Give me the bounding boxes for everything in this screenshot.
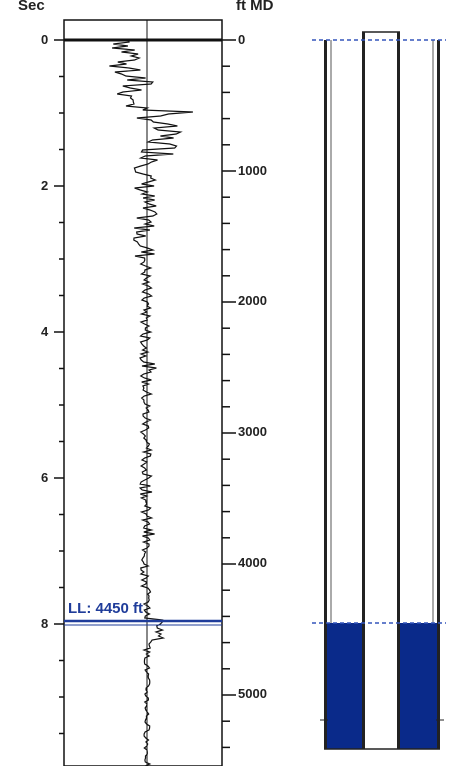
- depth-tick-label: 5000: [238, 686, 267, 701]
- seconds-tick-label: 8: [41, 616, 48, 631]
- seconds-tick-label: 0: [41, 32, 48, 47]
- seconds-axis-label: Sec: [18, 0, 45, 14]
- tubing-wall-left: [362, 32, 365, 749]
- seconds-tick-label: 6: [41, 470, 48, 485]
- echogram-track-frame: [63, 19, 223, 766]
- annulus-fluid-left: [327, 623, 363, 749]
- seconds-axis: [54, 39, 64, 735]
- depth-tick-label: 2000: [238, 293, 267, 308]
- seconds-tick-label: 2: [41, 178, 48, 193]
- depth-axis: [222, 39, 236, 749]
- casing-wall-left: [324, 40, 327, 749]
- depth-tick-label: 4000: [238, 555, 267, 570]
- acoustic-trace: [109, 41, 193, 766]
- liquid-level-label: LL: 4450 ft: [68, 600, 143, 617]
- depth-tick-label: 0: [238, 32, 245, 47]
- seconds-tick-label: 4: [41, 324, 49, 339]
- depth-tick-label: 1000: [238, 163, 267, 178]
- depth-tick-label: 3000: [238, 424, 267, 439]
- depth-axis-label: ft MD: [236, 0, 274, 14]
- annulus-fluid-right: [399, 623, 437, 749]
- tubing-wall-right: [397, 32, 400, 749]
- casing-wall-right: [437, 40, 440, 749]
- wellbore-schematic: [312, 31, 446, 750]
